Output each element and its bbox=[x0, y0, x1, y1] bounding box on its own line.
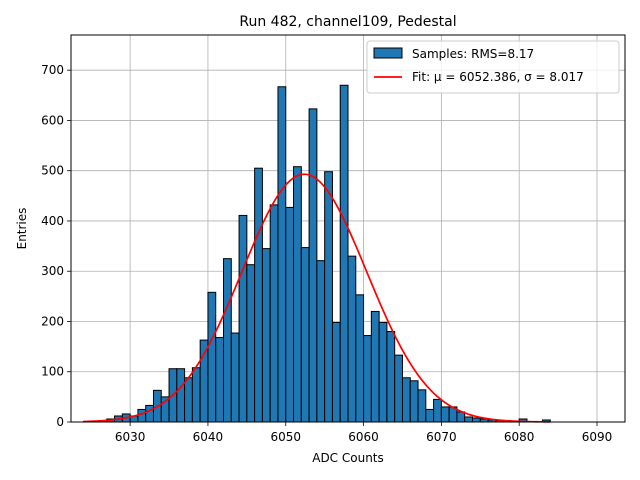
histogram-bar bbox=[191, 367, 201, 423]
histogram-bar bbox=[347, 255, 357, 423]
histogram-bar bbox=[230, 332, 240, 423]
histogram-bar bbox=[176, 368, 186, 423]
histogram-bar bbox=[223, 258, 232, 423]
histogram-bar bbox=[464, 416, 473, 423]
x-tick-label: 6080 bbox=[504, 430, 535, 444]
legend-label-fit: Fit: μ = 6052.386, σ = 8.017 bbox=[412, 70, 584, 84]
fit-curve-group bbox=[83, 173, 551, 423]
legend-label-samples: Samples: RMS=8.17 bbox=[412, 47, 534, 61]
histogram-bar bbox=[277, 86, 287, 423]
histogram-bar bbox=[471, 417, 481, 423]
x-axis-label: ADC Counts bbox=[312, 451, 384, 465]
histogram-bar bbox=[308, 108, 318, 423]
fit-curve bbox=[83, 173, 551, 423]
x-tick-label: 6030 bbox=[115, 430, 146, 444]
histogram-bar bbox=[394, 354, 403, 423]
histogram-bar bbox=[300, 247, 310, 423]
x-tick-label: 6040 bbox=[193, 430, 224, 444]
histogram-bar bbox=[316, 260, 326, 423]
histogram-bar bbox=[145, 404, 154, 423]
histogram-bar bbox=[293, 166, 302, 423]
histogram-bar bbox=[401, 377, 411, 423]
histogram-bar bbox=[370, 310, 380, 423]
y-tick-label: 200 bbox=[41, 314, 64, 328]
histogram-bar bbox=[184, 377, 193, 423]
histogram-bar bbox=[285, 206, 295, 423]
histogram-bar bbox=[207, 291, 217, 423]
histogram-bar bbox=[261, 248, 271, 423]
y-tick-label: 300 bbox=[41, 264, 64, 278]
histogram-bar bbox=[137, 408, 147, 423]
histogram-bar bbox=[440, 406, 450, 423]
histogram-bar bbox=[324, 171, 333, 423]
legend: Samples: RMS=8.17 Fit: μ = 6052.386, σ =… bbox=[366, 40, 620, 94]
histogram-bar bbox=[456, 411, 466, 423]
histogram-bar bbox=[339, 84, 349, 423]
histogram-bar bbox=[254, 167, 263, 423]
chart-title: Run 482, channel109, Pedestal bbox=[239, 14, 456, 30]
y-axis-label: Entries bbox=[15, 208, 29, 250]
histogram-bar bbox=[417, 389, 427, 423]
y-axis-ticks: 0 100 200 300 400 500 600 700 bbox=[41, 63, 71, 429]
x-tick-label: 6050 bbox=[270, 430, 301, 444]
legend-swatch-samples bbox=[373, 47, 403, 59]
y-tick-label: 400 bbox=[41, 214, 64, 228]
histogram-bar bbox=[246, 264, 256, 423]
y-tick-label: 0 bbox=[56, 415, 64, 429]
histogram-bar bbox=[363, 335, 372, 423]
x-axis-ticks: 6030 6040 6050 6060 6070 6080 6090 bbox=[115, 422, 612, 444]
histogram-bar bbox=[425, 408, 435, 423]
histogram-bar bbox=[378, 321, 388, 423]
y-tick-label: 600 bbox=[41, 113, 64, 127]
legend-box bbox=[366, 40, 620, 94]
histogram-bar bbox=[386, 331, 396, 423]
histogram-bar bbox=[238, 214, 248, 423]
histogram-bar bbox=[355, 294, 365, 423]
x-tick-label: 6090 bbox=[582, 430, 613, 444]
x-tick-label: 6060 bbox=[348, 430, 379, 444]
x-tick-label: 6070 bbox=[426, 430, 457, 444]
histogram-bar bbox=[331, 321, 341, 423]
y-tick-label: 100 bbox=[41, 365, 64, 379]
histogram-bar bbox=[269, 204, 279, 423]
histogram-bar bbox=[215, 337, 225, 423]
histogram-bar bbox=[409, 380, 419, 423]
histogram-bar bbox=[433, 398, 442, 423]
y-tick-label: 700 bbox=[41, 63, 64, 77]
y-tick-label: 500 bbox=[41, 164, 64, 178]
plot-frame bbox=[70, 34, 626, 423]
